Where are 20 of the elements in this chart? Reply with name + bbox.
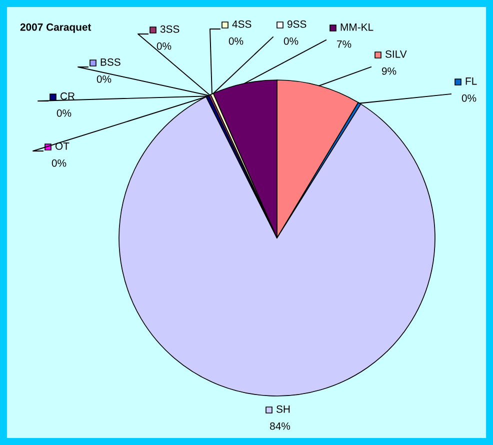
data-label: 0% (462, 94, 476, 102)
legend-label: 4SS (232, 20, 252, 28)
data-label: 0% (56, 109, 72, 117)
text: 0% (96, 75, 112, 83)
text: 0% (52, 159, 66, 167)
text: 0% (284, 37, 298, 45)
data-label: 7% (337, 40, 352, 48)
chart-title: 2007 Caraquet (20, 23, 92, 33)
data-label: 9% (382, 67, 396, 75)
legend-label: SH (276, 405, 290, 413)
legend-label: 9SS (287, 20, 306, 28)
data-label: 84% (270, 422, 290, 430)
data-label: 0% (228, 37, 244, 45)
legend-label: CR (60, 92, 75, 100)
legend-label: 3SS (160, 25, 180, 33)
data-label: 0% (156, 42, 172, 50)
legend-label: MM-KL (340, 24, 374, 31)
legend-label: BSS (100, 58, 120, 66)
legend-label: SILV (385, 50, 407, 58)
legend-label: FL (466, 78, 477, 85)
